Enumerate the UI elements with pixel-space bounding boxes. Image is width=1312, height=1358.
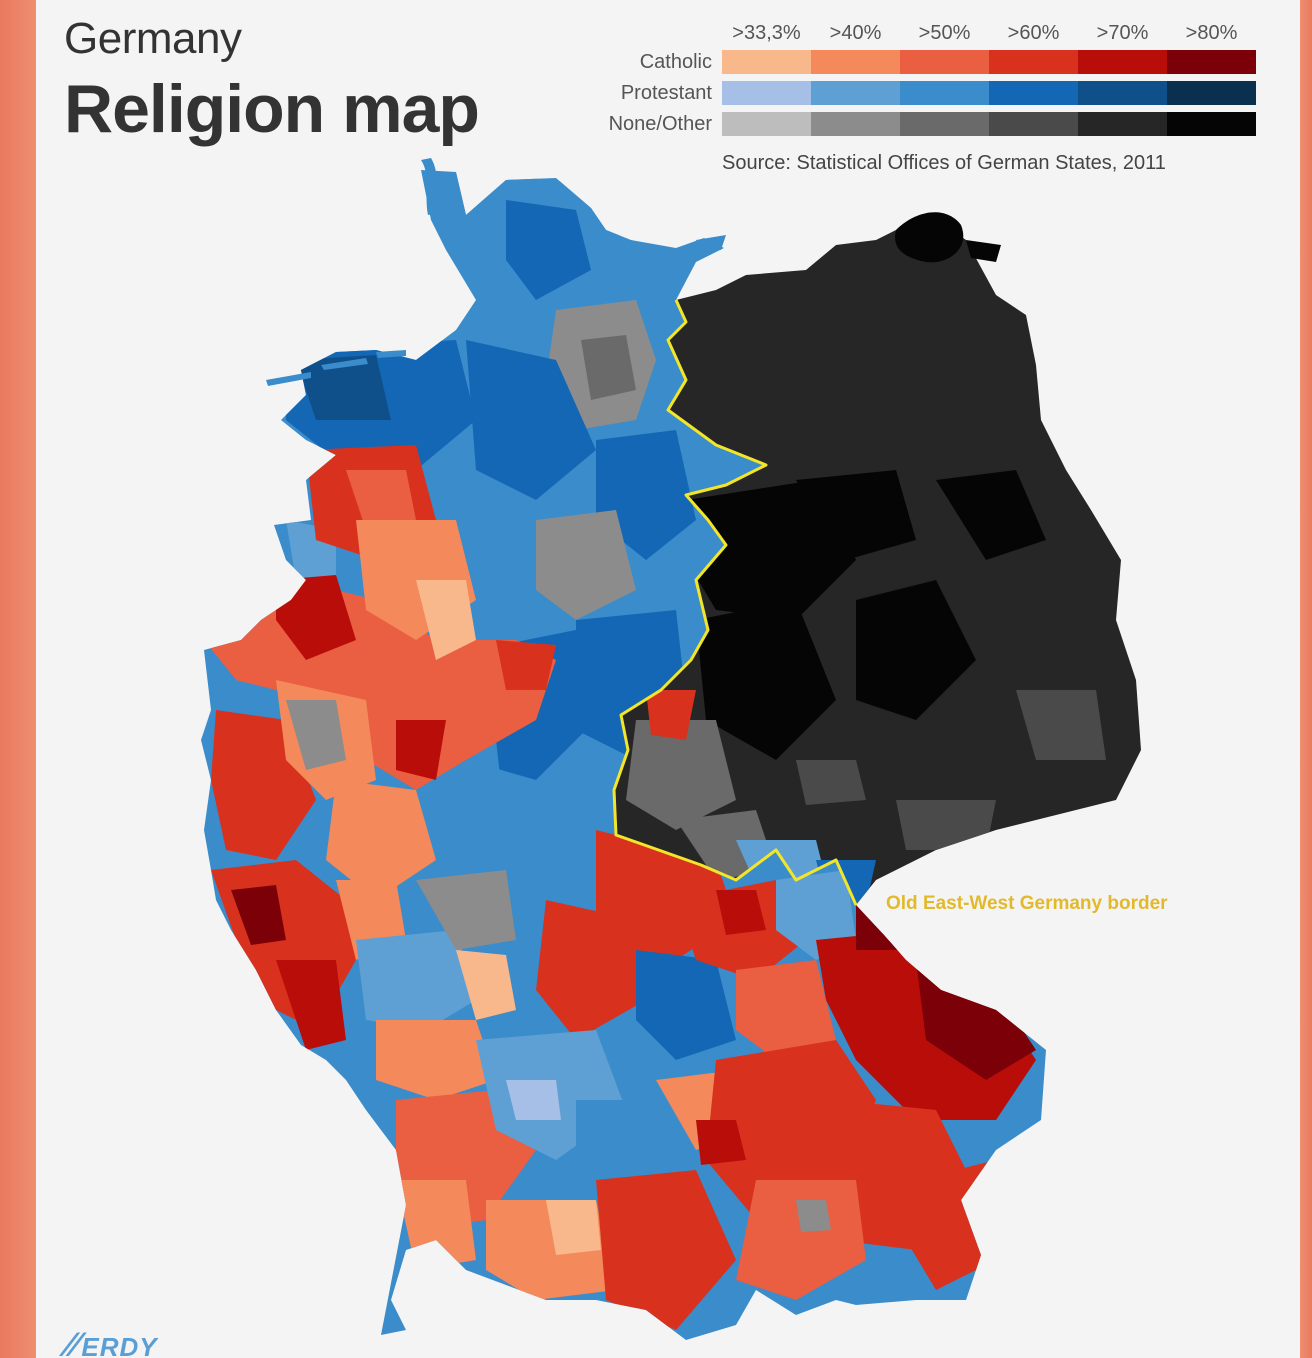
legend-swatch xyxy=(811,112,900,136)
legend-swatch xyxy=(1078,81,1167,105)
east-west-border-line xyxy=(612,299,858,906)
legend-swatch xyxy=(1167,81,1256,105)
legend-label-catholic: Catholic xyxy=(639,50,712,73)
germany-map xyxy=(201,158,1141,1340)
legend-swatch xyxy=(989,50,1078,74)
legend-swatch xyxy=(900,112,989,136)
legend-row-none: None/Other xyxy=(576,112,1256,136)
legend-swatch xyxy=(900,81,989,105)
legend-swatch xyxy=(722,112,811,136)
legend-thresholds: >33,3% >40% >50% >60% >70% >80% xyxy=(722,22,1256,45)
legend-row-catholic: Catholic xyxy=(576,50,1256,74)
legend-swatch xyxy=(722,50,811,74)
legend-swatch xyxy=(1078,112,1167,136)
border-label: Old East-West Germany border xyxy=(886,893,1168,914)
legend-swatch xyxy=(811,50,900,74)
legend-row-protestant: Protestant xyxy=(576,81,1256,105)
legend-swatches-catholic xyxy=(722,50,1256,74)
legend-threshold: >60% xyxy=(1007,22,1060,44)
logo-text: ERDY xyxy=(81,1332,158,1358)
legend-swatch xyxy=(722,81,811,105)
legend-threshold: >80% xyxy=(1185,22,1238,44)
legend-label-none: None/Other xyxy=(608,112,712,135)
map-canvas: Germany Religion map >33,3% >40% >50% >6… xyxy=(36,0,1300,1358)
logo-mark: ⁄⁄ xyxy=(66,1326,80,1358)
legend-swatch xyxy=(900,50,989,74)
legend-swatch xyxy=(811,81,900,105)
map-title: Religion map xyxy=(64,71,480,147)
legend-swatch xyxy=(1167,50,1256,74)
legend-label-protestant: Protestant xyxy=(620,81,712,104)
legend-threshold: >33,3% xyxy=(732,22,801,44)
legend-swatch xyxy=(989,112,1078,136)
legend-swatches-protestant xyxy=(722,81,1256,105)
legend-swatch xyxy=(1078,50,1167,74)
legend-threshold: >40% xyxy=(829,22,882,44)
legend-swatch xyxy=(1167,112,1256,136)
legend-swatch xyxy=(989,81,1078,105)
legend-threshold: >50% xyxy=(918,22,971,44)
nerdy-logo: ⁄⁄ERDY xyxy=(66,1326,158,1358)
legend-threshold: >70% xyxy=(1096,22,1149,44)
map-subtitle: Germany xyxy=(64,14,242,63)
legend-swatches-none xyxy=(722,112,1256,136)
source-note: Source: Statistical Offices of German St… xyxy=(722,152,1166,174)
coastal-islands xyxy=(266,158,1001,386)
